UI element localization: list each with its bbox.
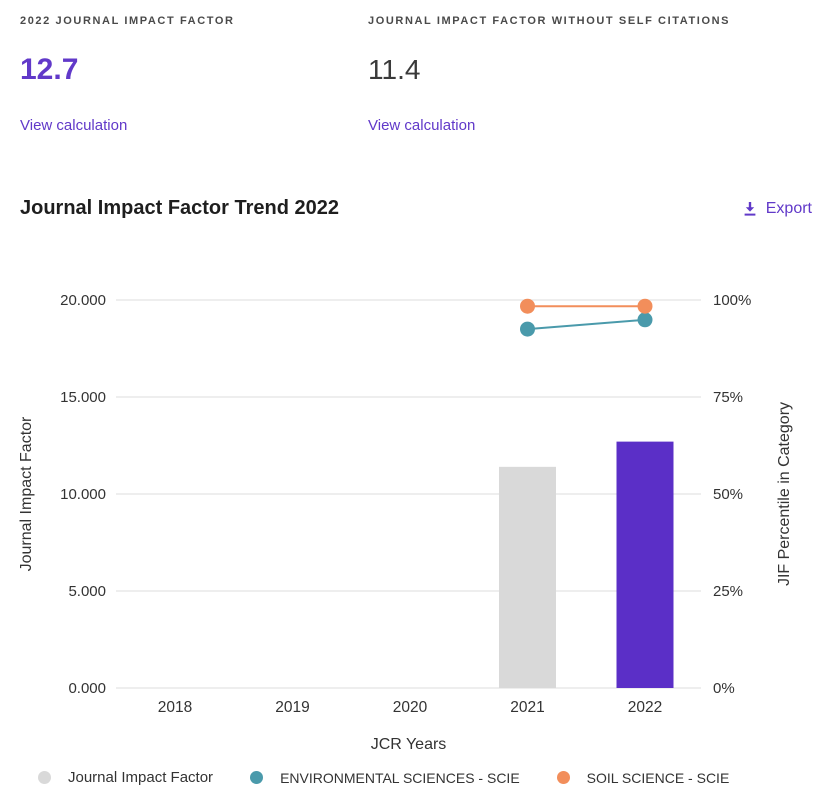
jif-metric-label: 2022 JOURNAL IMPACT FACTOR	[20, 15, 235, 27]
left-axis-tick-label: 5.000	[68, 583, 106, 600]
jif-metric-value: 12.7	[20, 53, 79, 86]
marker-ENVIRONMENTAL SCIENCES - SCIE-2021[interactable]	[520, 321, 535, 337]
x-axis-tick-label: 2018	[158, 699, 192, 716]
right-axis-tick-label: 0%	[713, 680, 735, 697]
legend-item-label: ENVIRONMENTAL SCIENCES - SCIE	[280, 769, 520, 786]
marker-SOIL SCIENCE - SCIE-2022[interactable]	[637, 298, 653, 314]
bar-2022[interactable]	[616, 441, 674, 688]
jif-without-self-metric-label: JOURNAL IMPACT FACTOR WITHOUT SELF CITAT…	[368, 15, 731, 27]
legend-item-soil-science-scie[interactable]: SOIL SCIENCE - SCIE	[556, 769, 730, 786]
right-axis-tick-label: 100%	[713, 292, 751, 309]
legend-dot-icon	[250, 771, 264, 784]
marker-ENVIRONMENTAL SCIENCES - SCIE-2022[interactable]	[637, 312, 653, 328]
export-button[interactable]: Export	[742, 200, 812, 218]
jif-trend-chart: 0.000 0% 5.000 25% 10.000 50% 15.000 75% 20.000 1…	[18, 292, 793, 753]
legend-item-environmental-sciences-scie[interactable]: ENVIRONMENTAL SCIENCES - SCIE	[250, 770, 520, 786]
chart-legend: Journal Impact Factor ENVIRONMENTAL SCIEN…	[38, 769, 818, 786]
jif-without-self-view-calculation-link[interactable]: View calculation	[368, 117, 476, 134]
legend-item-label: SOIL SCIENCE - SCIE	[586, 769, 730, 786]
trend-section-title: Journal Impact Factor Trend 2022	[20, 197, 339, 219]
x-axis-title: JCR Years	[371, 736, 447, 753]
right-axis-tick-label: 25%	[713, 583, 743, 600]
legend-dot-icon	[556, 771, 570, 784]
x-axis-tick-label: 2019	[275, 699, 309, 716]
left-axis-tick-label: 10.000	[60, 486, 106, 503]
right-axis-tick-label: 75%	[713, 389, 743, 406]
line-ENVIRONMENTAL SCIENCES - SCIE	[527, 318, 646, 331]
marker-SOIL SCIENCE - SCIE-2021[interactable]	[520, 298, 535, 314]
jif-without-self-metric-value: 11.4	[368, 54, 421, 85]
jif-without-self-metric-card: JOURNAL IMPACT FACTOR WITHOUT SELF CITAT…	[368, 15, 808, 134]
legend-item-journal-impact-factor[interactable]: Journal Impact Factor	[38, 769, 213, 786]
download-icon	[742, 201, 758, 217]
x-axis-tick-label: 2022	[628, 699, 662, 716]
x-axis-tick-label: 2020	[393, 699, 428, 716]
x-axis-tick-label: 2021	[510, 699, 544, 716]
left-axis-tick-label: 0.000	[68, 680, 106, 697]
right-axis-title: JIF Percentile in Category	[776, 402, 793, 586]
left-axis-title: Journal Impact Factor	[18, 416, 35, 571]
left-axis-tick-label: 15.000	[60, 389, 106, 406]
legend-dot-icon	[38, 771, 51, 784]
bar-2021[interactable]	[499, 466, 556, 688]
legend-item-label: Journal Impact Factor	[68, 769, 214, 786]
left-axis-tick-label: 20.000	[60, 292, 106, 309]
export-button-label: Export	[765, 200, 812, 217]
jif-metric-card: 2022 JOURNAL IMPACT FACTOR 12.7 View cal…	[20, 15, 350, 134]
jif-view-calculation-link[interactable]: View calculation	[20, 117, 128, 134]
right-axis-tick-label: 50%	[713, 486, 743, 503]
